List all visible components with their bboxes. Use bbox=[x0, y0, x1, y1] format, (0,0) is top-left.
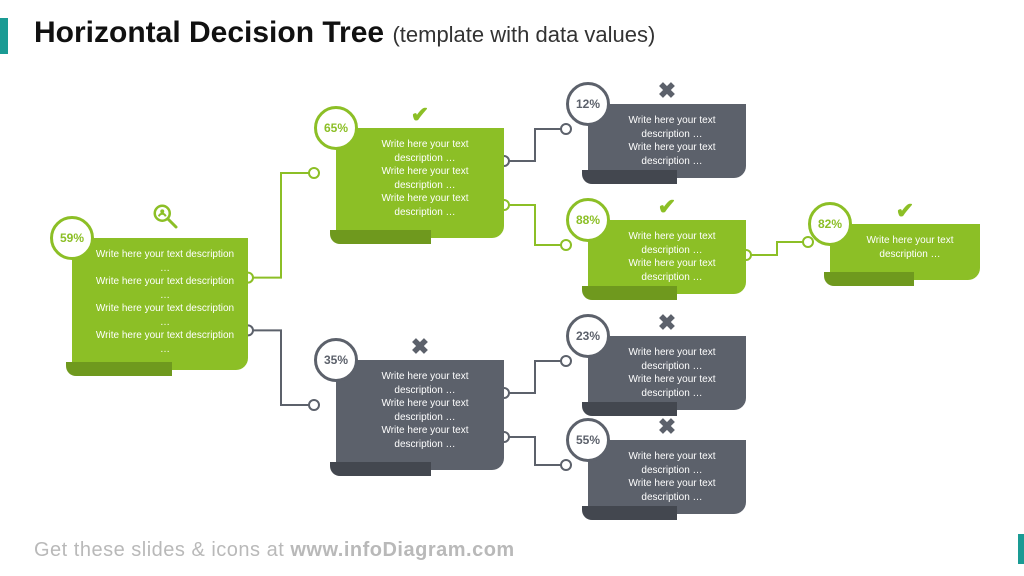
node-text: Write here your text description …Write … bbox=[628, 347, 715, 399]
percent-badge: 88% bbox=[566, 198, 610, 242]
node-root: Write here your text description …Write … bbox=[72, 238, 248, 370]
percent-badge: 12% bbox=[566, 82, 610, 126]
node-text: Write here your text description …Write … bbox=[381, 371, 468, 450]
node-shadow-tab bbox=[582, 506, 677, 520]
node-n88: Write here your text description …Write … bbox=[588, 220, 746, 294]
node-shadow-tab bbox=[330, 230, 431, 244]
node-box: Write here your text description …Write … bbox=[588, 104, 746, 178]
node-box: Write here your text description …Write … bbox=[72, 238, 248, 370]
node-box: Write here your text description …Write … bbox=[588, 336, 746, 410]
cross-icon: ✖ bbox=[658, 308, 676, 338]
node-n23: Write here your text description …Write … bbox=[588, 336, 746, 410]
node-box: Write here your text description …82%✔ bbox=[830, 224, 980, 280]
node-n12: Write here your text description …Write … bbox=[588, 104, 746, 178]
node-text: Write here your text description … bbox=[866, 235, 953, 260]
percent-badge: 82% bbox=[808, 202, 852, 246]
slide: Horizontal Decision Tree (template with … bbox=[0, 0, 1024, 576]
cross-icon: ✖ bbox=[658, 412, 676, 442]
node-n35: Write here your text description …Write … bbox=[336, 360, 504, 470]
cross-icon: ✖ bbox=[411, 332, 429, 362]
percent-badge: 59% bbox=[50, 216, 94, 260]
node-shadow-tab bbox=[824, 272, 914, 286]
user-magnify-icon bbox=[151, 202, 181, 237]
node-shadow-tab bbox=[582, 286, 677, 300]
footer-prefix: Get these slides & icons at bbox=[34, 539, 290, 561]
check-icon: ✔ bbox=[411, 100, 429, 130]
node-shadow-tab bbox=[582, 170, 677, 184]
node-text: Write here your text description …Write … bbox=[628, 231, 715, 283]
cross-icon: ✖ bbox=[658, 76, 676, 106]
footer-link: www.infoDiagram.com bbox=[290, 539, 514, 561]
node-n55: Write here your text description …Write … bbox=[588, 440, 746, 514]
node-box: Write here your text description …Write … bbox=[336, 128, 504, 238]
check-icon: ✔ bbox=[896, 196, 914, 226]
footer: Get these slides & icons at www.infoDiag… bbox=[34, 539, 515, 562]
node-n65: Write here your text description …Write … bbox=[336, 128, 504, 238]
node-shadow-tab bbox=[66, 362, 172, 376]
tree-canvas: Write here your text description …Write … bbox=[0, 0, 1024, 576]
percent-badge: 23% bbox=[566, 314, 610, 358]
node-n82: Write here your text description …82%✔ bbox=[830, 224, 980, 280]
node-box: Write here your text description …Write … bbox=[336, 360, 504, 470]
check-icon: ✔ bbox=[658, 192, 676, 222]
node-text: Write here your text description …Write … bbox=[381, 139, 468, 218]
node-box: Write here your text description …Write … bbox=[588, 220, 746, 294]
node-shadow-tab bbox=[330, 462, 431, 476]
node-text: Write here your text description …Write … bbox=[628, 115, 715, 167]
node-box: Write here your text description …Write … bbox=[588, 440, 746, 514]
percent-badge: 35% bbox=[314, 338, 358, 382]
percent-badge: 55% bbox=[566, 418, 610, 462]
node-text: Write here your text description …Write … bbox=[96, 249, 234, 355]
node-text: Write here your text description …Write … bbox=[628, 451, 715, 503]
percent-badge: 65% bbox=[314, 106, 358, 150]
